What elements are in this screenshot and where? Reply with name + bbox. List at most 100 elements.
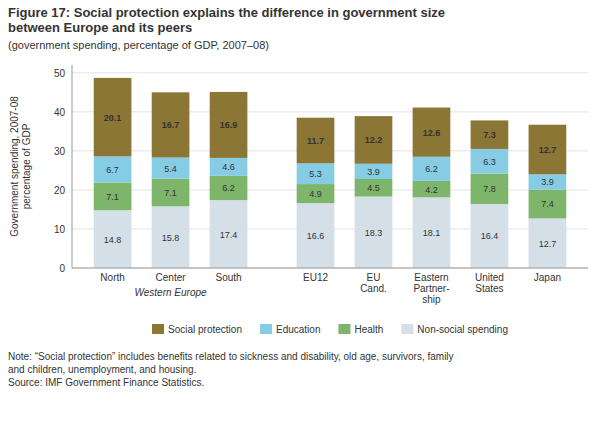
y-tick-label: 10 <box>54 224 66 235</box>
data-label: 4.6 <box>222 162 235 172</box>
bars <box>94 78 567 268</box>
data-label: 4.9 <box>309 189 322 199</box>
bar-segment <box>471 120 509 148</box>
data-label: 6.2 <box>425 164 438 174</box>
bar-segment <box>297 163 335 184</box>
title: Figure 17: Social protection explains th… <box>8 5 445 35</box>
data-label: 15.8 <box>162 233 180 243</box>
bar-segment <box>297 184 335 203</box>
bar-segment <box>471 204 509 268</box>
legend-label: Education <box>276 324 320 335</box>
chart: Figure 17: Social protection explains th… <box>0 0 600 429</box>
grid-line <box>72 268 588 269</box>
data-label: 7.3 <box>483 130 496 140</box>
bar-segment <box>471 149 509 174</box>
y-axis-label: Government spending, 2007-08percentage o… <box>9 96 32 237</box>
x-tick-label: EasternPartner-ship <box>413 272 449 305</box>
bar-segment <box>210 92 248 158</box>
data-label: 7.8 <box>483 184 496 194</box>
bar-segment <box>94 78 132 156</box>
bar-segment <box>210 176 248 200</box>
data-label: 18.3 <box>365 228 383 238</box>
legend-label: Social protection <box>168 324 242 335</box>
data-label: 20.1 <box>104 113 122 123</box>
y-tick-label: 0 <box>59 263 65 274</box>
grid-line <box>72 72 588 73</box>
y-tick-label: 50 <box>54 68 66 79</box>
bar-segment <box>413 181 451 197</box>
bar-segment <box>355 179 393 197</box>
subtitle: (government spending, percentage of GDP,… <box>8 39 269 51</box>
x-axis-line <box>72 268 588 269</box>
bar-segment <box>413 157 451 181</box>
x-tick-label: EUCand. <box>360 272 387 294</box>
bar-segment <box>355 164 393 179</box>
data-label: 11.7 <box>307 136 324 146</box>
x-tick-label: South <box>215 272 241 283</box>
data-label: 12.7 <box>539 239 557 249</box>
data-labels: 14.8 15.8 17.4 16.6 18.3 18.1 16.4 12.7 7.1 7.1 6.… <box>104 113 556 249</box>
data-label: 7.4 <box>541 199 554 209</box>
data-label: 12.6 <box>423 128 441 138</box>
data-label: 16.6 <box>307 231 325 241</box>
bar-segment <box>94 210 132 268</box>
y-tick-label: 30 <box>54 146 66 157</box>
legend-label: Health <box>354 324 383 335</box>
x-tick-label: Center <box>156 272 187 283</box>
data-label: 4.2 <box>425 185 438 195</box>
grid <box>72 73 588 268</box>
data-label: 18.1 <box>423 228 441 238</box>
data-label: 6.7 <box>106 165 119 175</box>
note: Note: “Social protection” includes benef… <box>8 351 454 388</box>
bar-segment <box>152 206 190 268</box>
data-label: 6.3 <box>483 157 496 167</box>
data-label: 12.7 <box>539 145 557 155</box>
data-label: 5.4 <box>164 164 177 174</box>
data-label: 16.7 <box>162 120 180 130</box>
legend-swatch <box>260 324 272 334</box>
y-tick-label: 40 <box>54 107 66 118</box>
bar-segment <box>529 174 567 189</box>
bar-segment <box>529 218 567 268</box>
bar-segment <box>94 183 132 211</box>
bar-segment <box>152 92 190 157</box>
bar-segment <box>529 125 567 175</box>
data-label: 12.2 <box>365 135 383 145</box>
bar-segment <box>355 116 393 164</box>
bar-segment <box>413 108 451 157</box>
bar-segment <box>152 158 190 179</box>
x-tick-label: North <box>100 272 124 283</box>
bar-segment <box>297 118 335 164</box>
data-label: 7.1 <box>164 188 177 198</box>
bar-segment <box>210 200 248 268</box>
bar-segment <box>297 203 335 268</box>
data-label: 17.4 <box>220 230 238 240</box>
data-label: 16.9 <box>220 120 238 130</box>
legend-swatch <box>338 324 350 334</box>
data-label: 3.9 <box>541 177 554 187</box>
y-tick-label: 20 <box>54 185 66 196</box>
bar-segment <box>94 156 132 182</box>
x-tick-label: UnitedStates <box>475 272 504 294</box>
legend: Social protection Education Health Non-soci… <box>152 324 508 335</box>
grid-line <box>72 111 588 112</box>
data-label: 4.5 <box>367 183 380 193</box>
data-label: 3.9 <box>367 167 380 177</box>
bar-segment <box>152 179 190 207</box>
bar-segment <box>355 197 393 268</box>
data-label: 6.2 <box>222 183 235 193</box>
x-tick-label: Japan <box>534 272 561 283</box>
data-label: 5.3 <box>309 169 322 179</box>
bar-segment <box>529 190 567 219</box>
annotation: Western Europe <box>135 287 208 298</box>
legend-swatch <box>152 324 164 334</box>
bar-segment <box>413 197 451 268</box>
bar-segment <box>471 174 509 204</box>
bar-segment <box>210 158 248 176</box>
legend-label: Non-social spending <box>417 324 508 335</box>
data-label: 7.1 <box>106 192 119 202</box>
y-axis-line <box>72 65 73 268</box>
data-label: 16.4 <box>481 231 499 241</box>
x-tick-label: EU12 <box>303 272 328 283</box>
data-label: 14.8 <box>104 235 122 245</box>
